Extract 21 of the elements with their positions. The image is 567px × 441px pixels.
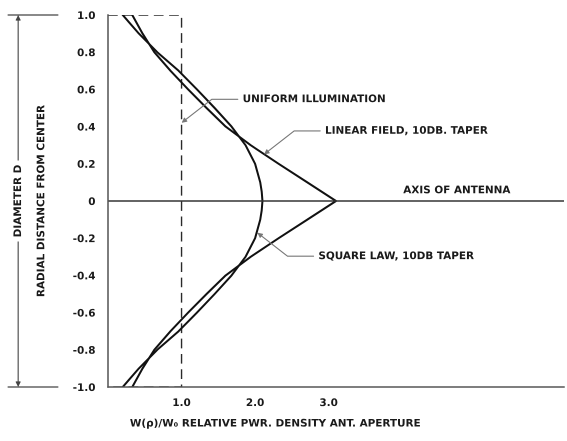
- text: DIAMETER D: [13, 165, 22, 236]
- ref-line-label: AXIS OF ANTENNA: [403, 186, 510, 194]
- annotation: UNIFORM ILLUMINATION: [244, 94, 385, 102]
- y-tick-label: 0.2: [78, 160, 95, 168]
- y-axis-title: RADIAL DISTANCE FROM CENTER: [36, 105, 44, 296]
- y-tick-label: -0.2: [73, 234, 95, 242]
- y-tick-label: -0.8: [73, 346, 95, 354]
- y-tick-label: -0.6: [73, 308, 95, 317]
- x-tick-label: 2.0: [246, 398, 264, 406]
- y-tick-label: 0: [88, 197, 95, 206]
- y-tick-label: 0.4: [78, 122, 96, 131]
- y-tick-label: 1.0: [78, 11, 96, 20]
- x-tick-label: 1.0: [173, 398, 190, 406]
- x-tick-label: 3.0: [320, 398, 338, 406]
- y-tick-label: -1.0: [73, 383, 96, 392]
- y-tick-label: 0.6: [78, 86, 95, 94]
- annotation: SQUARE LAW, 10DB TAPER: [319, 251, 474, 261]
- y-tick-label: -0.4: [73, 272, 96, 280]
- x-axis-title: W(ρ)/W₀ RELATIVE PWR. DENSITY ANT. APERTURE: [130, 418, 420, 429]
- annotation: LINEAR FIELD, 10DB. TAPER: [326, 126, 488, 136]
- y-tick-label: 0.8: [78, 48, 95, 56]
